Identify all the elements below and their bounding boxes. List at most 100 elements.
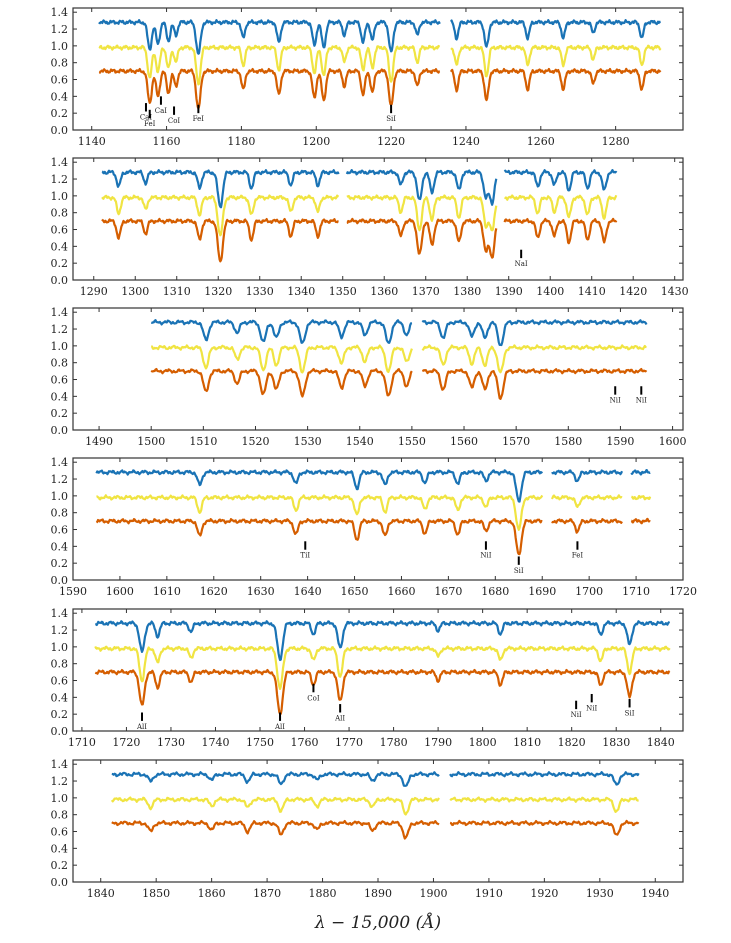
series-orange-panel-5 <box>94 668 671 715</box>
x-tick-label: 1540 <box>346 435 374 448</box>
spectrum-line <box>503 217 618 245</box>
marker-label: NiI <box>610 397 621 405</box>
spectrum-line <box>550 494 623 508</box>
x-tick-label: 1200 <box>302 135 330 148</box>
y-tick-label: 0.4 <box>51 240 69 253</box>
x-tick-label: 1160 <box>153 135 181 148</box>
line-marker: NiI <box>636 386 647 405</box>
line-marker: CaI <box>140 103 153 121</box>
x-tick-label: 1880 <box>309 887 337 900</box>
x-tick-label: 1640 <box>294 585 322 598</box>
y-tick-label: 0.6 <box>51 675 69 688</box>
y-tick-label: 1.4 <box>51 156 69 169</box>
x-tick-label: 1660 <box>387 585 415 598</box>
line-marker: FeI <box>572 541 583 560</box>
x-tick-label: 1620 <box>200 585 228 598</box>
x-tick-label: 1750 <box>246 736 274 749</box>
marker-label: CaI <box>155 107 168 115</box>
x-tick-label: 1390 <box>495 285 523 298</box>
x-tick-label: 1760 <box>291 736 319 749</box>
panel-4: TiI NiI SiI FeI 0.0 0.2 0.4 0.6 0.8 1.0 1.2 1.4 1590… <box>51 456 698 598</box>
y-tick-label: 0.4 <box>51 90 69 103</box>
spectrum-line <box>630 494 652 501</box>
spectrum-line <box>345 169 498 206</box>
x-tick-label: 1820 <box>558 736 586 749</box>
spectrum-line <box>98 44 441 86</box>
x-tick-label: 1140 <box>78 135 106 148</box>
x-tick-label: 1300 <box>121 285 149 298</box>
line-marker: NiI <box>586 693 598 712</box>
x-tick-label: 1280 <box>602 135 630 148</box>
x-tick-label: 1700 <box>575 585 603 598</box>
x-tick-label: 1690 <box>528 585 556 598</box>
x-tick-label: 1580 <box>554 435 582 448</box>
x-tick-label: 1220 <box>377 135 405 148</box>
line-marker: NiI <box>571 700 582 719</box>
y-tick-label: 1.0 <box>51 490 69 503</box>
line-marker: CaI <box>155 96 168 115</box>
x-tick-label: 1650 <box>341 585 369 598</box>
x-tick-label: 1840 <box>647 736 675 749</box>
spectrum-line <box>94 668 671 715</box>
series-yellow-panel-3 <box>150 344 647 374</box>
x-tick-label: 1490 <box>85 435 113 448</box>
spectrum-line <box>551 518 623 534</box>
spectrum-line <box>95 518 543 556</box>
x-tick-label: 1370 <box>412 285 440 298</box>
x-tick-label: 1260 <box>527 135 555 148</box>
spectrum-line <box>346 217 498 259</box>
x-tick-label: 1590 <box>59 585 87 598</box>
x-tick-label: 1610 <box>153 585 181 598</box>
y-tick-label: 0.8 <box>51 207 69 220</box>
y-tick-label: 0.4 <box>51 390 69 403</box>
spectrum-line <box>111 771 440 787</box>
spectrum-line <box>503 169 618 192</box>
x-tick-label: 1530 <box>294 435 322 448</box>
x-tick-label: 1520 <box>241 435 269 448</box>
marker-label: AlI <box>334 714 345 722</box>
x-tick-label: 1870 <box>253 887 281 900</box>
panel-2: NaI 0.0 0.2 0.4 0.6 0.8 1.0 1.2 1.4 1290 1300 1310 1… <box>51 156 689 298</box>
marker-label: SiI <box>386 115 396 123</box>
line-marker: TiI <box>300 541 310 560</box>
line-marker: NiI <box>610 386 621 405</box>
x-tick-label: 1500 <box>137 435 165 448</box>
spectrum-line <box>96 494 544 531</box>
x-tick-label: 1240 <box>452 135 480 148</box>
series-yellow-panel-6 <box>110 796 639 816</box>
y-tick-label: 1.2 <box>51 624 69 637</box>
panel-3: NiI NiI 0.0 0.2 0.4 0.6 0.8 1.0 1.2 1.4 1490 1500 15… <box>51 306 687 448</box>
y-tick-label: 0.8 <box>51 357 69 370</box>
y-tick-label: 1.4 <box>51 758 69 771</box>
spectrum-line <box>421 367 648 400</box>
y-tick-label: 1.0 <box>51 641 69 654</box>
marker-label: NaI <box>515 260 528 268</box>
y-tick-label: 1.4 <box>51 607 69 620</box>
y-tick-label: 0.8 <box>51 507 69 520</box>
x-tick-label: 1900 <box>419 887 447 900</box>
spectrum-line <box>101 169 340 209</box>
x-tick-label: 1430 <box>661 285 689 298</box>
series-blue-panel-2 <box>101 169 618 209</box>
spectrum-line <box>98 19 441 55</box>
x-tick-label: 1570 <box>502 435 530 448</box>
x-tick-label: 1740 <box>201 736 229 749</box>
axes-frame <box>72 608 684 732</box>
x-tick-label: 1360 <box>370 285 398 298</box>
spectrum-line <box>101 217 339 263</box>
spectrum-line <box>450 19 662 48</box>
x-tick-label: 1670 <box>434 585 462 598</box>
y-tick-label: 0.6 <box>51 524 69 537</box>
x-tick-label: 1560 <box>450 435 478 448</box>
spectrum-line <box>94 645 671 690</box>
spectrum-line <box>449 796 639 813</box>
series-yellow-panel-2 <box>101 194 618 237</box>
series-blue-panel-1 <box>98 19 662 55</box>
x-tick-label: 1350 <box>329 285 357 298</box>
axes-frame <box>72 7 684 131</box>
marker-label: CaI <box>140 113 153 121</box>
y-tick-label: 0.4 <box>51 540 69 553</box>
marker-label: CoI <box>168 117 181 125</box>
